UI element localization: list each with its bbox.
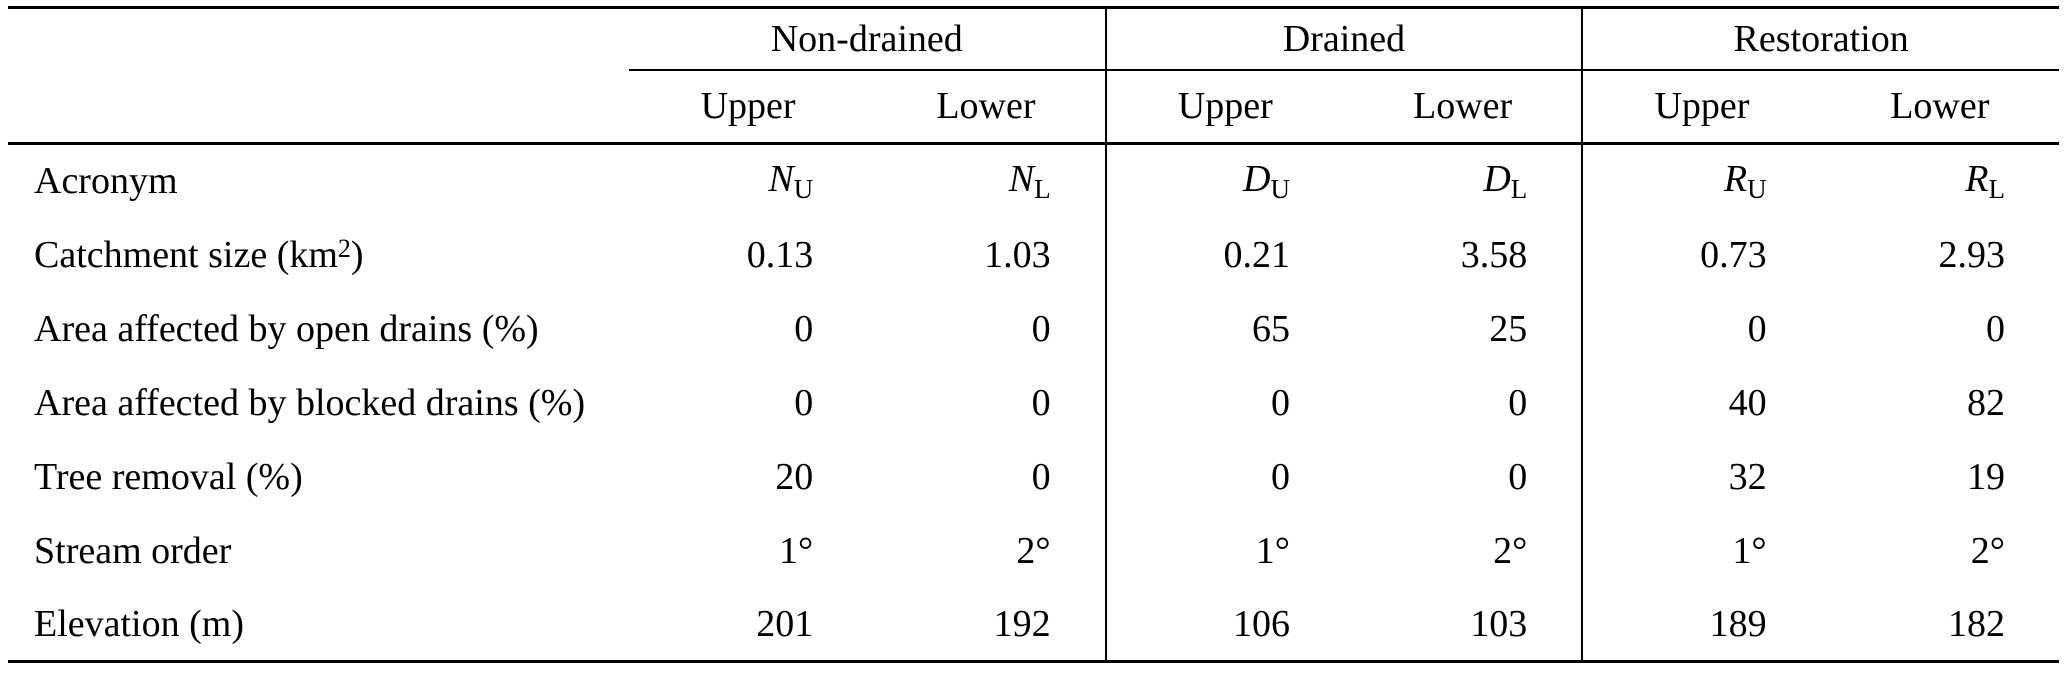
value-cell: 106 — [1104, 587, 1344, 662]
row-label: Stream order — [8, 514, 629, 588]
acronym-subscript: L — [1510, 174, 1528, 205]
row-label: Catchment size (km2) — [8, 218, 629, 292]
value-cell: 182 — [1948, 602, 2005, 645]
acronym-cell: NL — [867, 144, 1105, 218]
acronym-cell: DL — [1344, 144, 1582, 218]
acronym-subscript: U — [1270, 174, 1290, 205]
acronym-letter: D — [1483, 158, 1511, 201]
value-cell: 0 — [1104, 365, 1344, 440]
value-cell: 0 — [1031, 381, 1051, 424]
subheader-row: Upper Lower Upper Lower Upper Lower — [8, 69, 2059, 145]
acronym-cell: RL — [1821, 144, 2059, 218]
value-cell: 2° — [1016, 529, 1051, 572]
row-label-text: Acronym — [34, 160, 178, 203]
value-cell: 1° — [1581, 513, 1821, 588]
subheader-lower: Lower — [1820, 69, 2059, 145]
table-row-acronym: Acronym NU NL DU DL RU RL — [8, 143, 2059, 218]
subheader-upper: Upper — [1104, 69, 1344, 145]
group-header-row: Non-drained Drained Restoration — [8, 7, 2059, 71]
row-label-text: Elevation (m) — [34, 602, 244, 645]
value-cell: 25 — [1489, 307, 1528, 350]
value-cell: 0.21 — [1104, 217, 1344, 292]
value-cell: 19 — [1967, 455, 2005, 498]
acronym-subscript: U — [1747, 174, 1767, 205]
value-cell: 0 — [794, 381, 814, 424]
subheader-lower: Lower — [1343, 69, 1583, 145]
value-cell: 32 — [1581, 439, 1821, 514]
value-cell: 0 — [1986, 307, 2005, 350]
value-cell: 1° — [779, 529, 814, 572]
row-label-text: Area affected by blocked drains (%) — [34, 381, 586, 424]
row-label-text: Tree removal (%) — [34, 455, 303, 498]
value-cell: 192 — [993, 602, 1051, 645]
table-row-open-drains: Area affected by open drains (%) 0 0 65 … — [8, 291, 2059, 366]
acronym-letter: N — [1008, 158, 1035, 201]
row-label-text: Area affected by open drains (%) — [34, 307, 539, 350]
value-cell: 0 — [1104, 439, 1344, 514]
value-cell: 0 — [1031, 307, 1051, 350]
group-header-restoration: Restoration — [1581, 7, 2059, 71]
table-row-catchment-size: Catchment size (km2) 0.13 1.03 0.21 3.58… — [8, 217, 2059, 292]
value-cell: 0 — [1031, 455, 1051, 498]
subheader-upper: Upper — [1581, 69, 1821, 145]
row-label-text: Stream order — [34, 529, 232, 572]
acronym-letter: R — [1965, 158, 1989, 201]
value-cell: 40 — [1581, 365, 1821, 440]
table-row-blocked-drains: Area affected by blocked drains (%) 0 0 … — [8, 365, 2059, 440]
table-row-tree-removal: Tree removal (%) 20 0 0 0 32 19 — [8, 439, 2059, 514]
acronym-cell: NU — [629, 144, 867, 218]
value-cell: 189 — [1581, 587, 1821, 662]
acronym-subscript: L — [1988, 174, 2006, 205]
value-cell: 0.73 — [1581, 217, 1821, 292]
value-cell: 82 — [1967, 381, 2005, 424]
table-row-elevation: Elevation (m) 201 192 106 103 189 182 — [8, 587, 2059, 662]
value-cell: 0 — [1508, 455, 1528, 498]
value-cell: 65 — [1104, 291, 1344, 366]
acronym-letter: R — [1723, 158, 1748, 201]
group-header-non-drained: Non-drained — [628, 7, 1106, 71]
value-cell: 3.58 — [1460, 233, 1528, 276]
acronym-cell: DU — [1104, 143, 1344, 218]
value-cell: 1° — [1104, 513, 1344, 588]
value-cell: 20 — [775, 455, 814, 498]
value-cell: 2.93 — [1938, 233, 2006, 276]
row-label: Area affected by open drains (%) — [8, 292, 629, 366]
acronym-subscript: U — [793, 174, 814, 205]
value-cell: 2° — [1970, 529, 2005, 572]
value-cell: 0 — [1508, 381, 1528, 424]
acronym-cell: RU — [1581, 143, 1821, 218]
row-label-superscript: 2 — [337, 233, 351, 263]
acronym-letter: N — [768, 158, 794, 201]
value-cell: 1.03 — [984, 233, 1051, 276]
subheader-corner-cell — [8, 69, 629, 145]
row-label: Elevation (m) — [8, 588, 629, 662]
value-cell: 0.13 — [746, 233, 814, 276]
group-header-drained: Drained — [1104, 7, 1583, 71]
acronym-letter: D — [1242, 158, 1271, 201]
row-label: Tree removal (%) — [8, 440, 629, 514]
acronym-subscript: L — [1034, 174, 1051, 205]
row-label: Acronym — [8, 144, 629, 218]
header-corner-cell — [8, 8, 629, 70]
value-cell: 0 — [794, 307, 814, 350]
row-label-end: ) — [350, 233, 364, 276]
value-cell: 2° — [1493, 529, 1528, 572]
subheader-upper: Upper — [628, 69, 868, 145]
subheader-lower: Lower — [867, 69, 1106, 145]
row-label: Area affected by blocked drains (%) — [8, 366, 629, 440]
value-cell: 103 — [1470, 602, 1528, 645]
site-characteristics-table: Non-drained Drained Restoration Upper Lo… — [8, 6, 2059, 663]
row-label-text: Catchment size (km — [34, 233, 338, 276]
value-cell: 201 — [756, 602, 814, 645]
table-row-stream-order: Stream order 1° 2° 1° 2° 1° 2° — [8, 513, 2059, 588]
value-cell: 0 — [1581, 291, 1821, 366]
